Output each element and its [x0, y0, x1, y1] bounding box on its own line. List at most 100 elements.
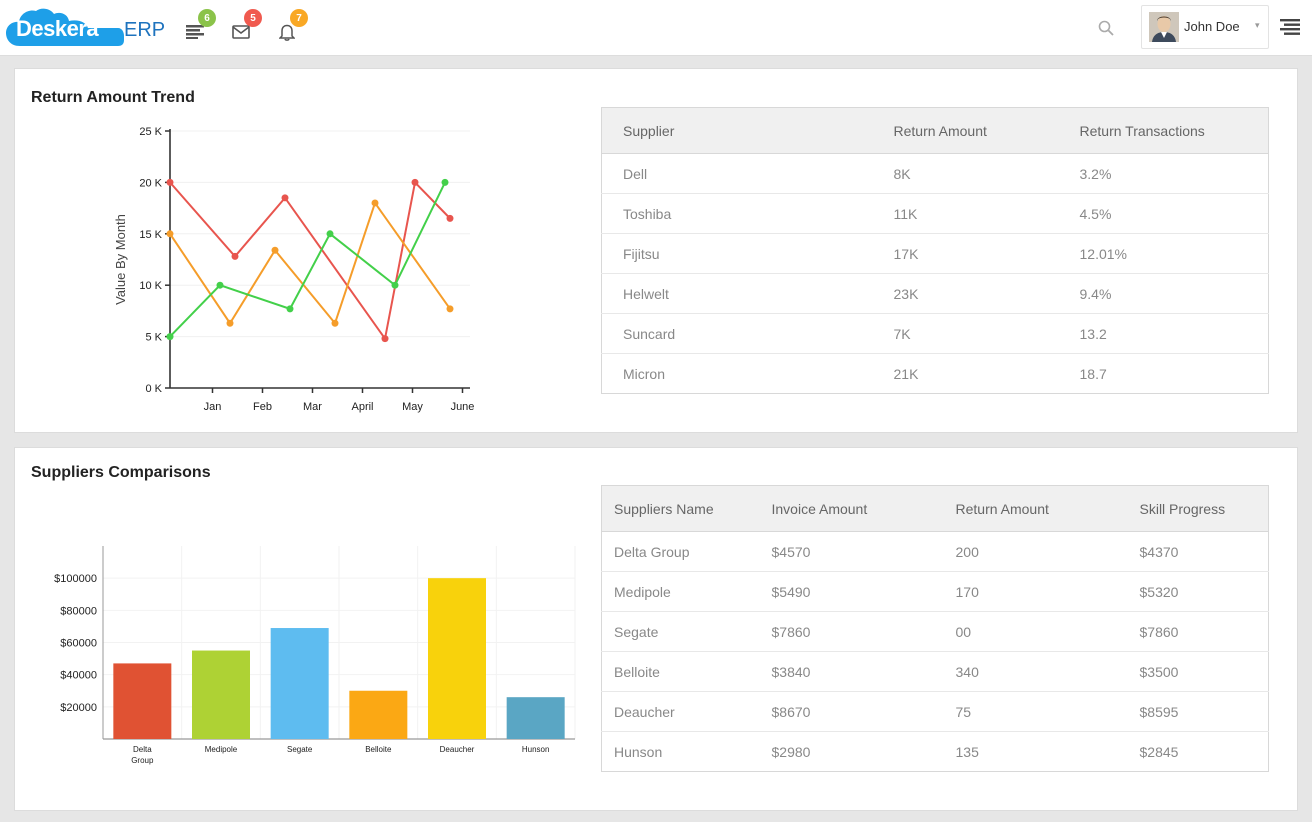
- comp-cell: $5490: [765, 571, 950, 612]
- comp-cell: $5320: [1133, 571, 1269, 612]
- trend-cell: 21K: [893, 365, 919, 382]
- user-menu[interactable]: John Doe ▾: [1141, 5, 1269, 49]
- comp-header-3[interactable]: Skill Progress: [1133, 485, 1269, 532]
- trend-header-1[interactable]: Return Amount: [887, 107, 1074, 154]
- avatar: [1149, 12, 1179, 42]
- trend-cell: Suncard: [601, 313, 888, 354]
- series-line: [169, 180, 451, 342]
- x-tick-label: May: [402, 401, 423, 413]
- trend-cell: 13.2: [1073, 313, 1269, 354]
- trend-cell: Dell: [601, 153, 888, 194]
- table-row[interactable]: Belloite $3840 340 $3500: [601, 651, 1269, 692]
- trend-header-2[interactable]: Return Transactions: [1073, 107, 1269, 154]
- comp-header-0[interactable]: Suppliers Name: [601, 485, 766, 532]
- data-point: [331, 319, 339, 327]
- y-tick-label: $60000: [60, 638, 97, 650]
- data-point: [216, 281, 224, 289]
- comp-cell: 75: [949, 691, 1134, 732]
- series-line: [169, 181, 446, 338]
- data-point: [446, 214, 454, 222]
- x-tick-label: Delta: [133, 745, 152, 754]
- trend-cell: 4.5%: [1073, 193, 1269, 234]
- card-title-return-trend: Return Amount Trend: [31, 89, 195, 106]
- y-tick-label: 25 K: [139, 126, 162, 138]
- x-tick-label: Segate: [287, 745, 313, 754]
- comp-cell: Segate: [601, 611, 766, 652]
- y-tick-label: 15 K: [139, 229, 162, 241]
- deskera-logo[interactable]: Deskera ERP: [6, 6, 170, 50]
- bar: [428, 578, 486, 739]
- y-tick-label: $20000: [60, 702, 97, 714]
- data-point: [391, 281, 399, 289]
- notifications-button[interactable]: 7: [274, 9, 308, 44]
- data-point: [326, 230, 334, 238]
- comp-cell: $3840: [765, 651, 950, 692]
- top-bar: Deskera ERP 6 5 7: [0, 0, 1312, 56]
- table-row[interactable]: Hunson $2980 135 $2845: [602, 732, 1269, 772]
- notifications-badge: 7: [290, 9, 308, 27]
- data-point: [446, 305, 454, 313]
- comp-cell: $4370: [1133, 531, 1269, 572]
- data-point: [166, 230, 174, 238]
- table-row[interactable]: Fijitsu 17K 12.01%: [601, 233, 1269, 274]
- trend-cell: Micron: [623, 365, 666, 382]
- trend-cell: 3.2%: [1073, 153, 1269, 194]
- trend-cell: Toshiba: [601, 193, 888, 234]
- table-row[interactable]: Medipole $5490 170 $5320: [601, 571, 1269, 612]
- table-row[interactable]: Micron 21K 18.7: [602, 354, 1269, 394]
- table-row[interactable]: Dell 8K 3.2%: [601, 153, 1269, 194]
- table-row[interactable]: Deaucher $8670 75 $8595: [601, 691, 1269, 732]
- trend-cell: 8K: [887, 153, 1074, 194]
- search-icon[interactable]: [1097, 19, 1115, 37]
- comp-cell: $4570: [765, 531, 950, 572]
- data-point: [226, 319, 234, 327]
- return-amount-line-chart: 0 K 5 K 10 K 15 K 20 K 25 K Jan Feb Mar April May J…: [113, 126, 474, 413]
- table-row[interactable]: Helwelt 23K 9.4%: [601, 273, 1269, 314]
- table-row[interactable]: Suncard 7K 13.2: [601, 313, 1269, 354]
- comp-header-1[interactable]: Invoice Amount: [765, 485, 950, 532]
- bar: [192, 650, 250, 739]
- data-point: [381, 335, 389, 343]
- logo-erp-text: ERP: [124, 19, 166, 41]
- comp-cell: 135: [955, 743, 979, 760]
- x-tick-label: Feb: [253, 401, 272, 413]
- y-tick-label: $40000: [60, 670, 97, 682]
- x-tick-label: Belloite: [365, 745, 392, 754]
- data-point: [411, 178, 419, 186]
- comp-header-2[interactable]: Return Amount: [949, 485, 1134, 532]
- data-point: [166, 333, 174, 341]
- suppliers-comparison-table: Suppliers Name Invoice Amount Return Amoun…: [601, 485, 1269, 772]
- tasks-button[interactable]: 6: [182, 9, 216, 44]
- x-tick-label: Deaucher: [440, 745, 475, 754]
- series-line: [169, 200, 451, 326]
- comp-cell: $2980: [771, 743, 811, 760]
- chevron-down-icon: ▾: [1255, 20, 1260, 30]
- bar: [270, 628, 329, 739]
- table-row[interactable]: Segate $7860 00 $7860: [601, 611, 1269, 652]
- user-avatar-icon: [1149, 12, 1179, 42]
- data-point: [166, 178, 174, 186]
- data-point: [371, 199, 379, 207]
- logo-brand-text: Deskera: [16, 16, 99, 41]
- suppliers-bar-chart: $20000 $40000 $60000 $80000 $100000 Delta Grou…: [54, 546, 576, 765]
- x-tick-label: Group: [131, 756, 154, 765]
- return-supplier-table: Supplier Return Amount Return Transactions…: [601, 107, 1269, 394]
- y-tick-label: 10 K: [139, 280, 162, 292]
- hamburger-menu-icon[interactable]: [1280, 18, 1300, 36]
- trend-cell: Fijitsu: [601, 233, 888, 274]
- comp-cell: 170: [949, 571, 1134, 612]
- y-tick-label: 0 K: [145, 383, 162, 395]
- comp-cell: 200: [949, 531, 1134, 572]
- data-point: [231, 252, 239, 260]
- trend-header-0[interactable]: Supplier: [601, 107, 888, 154]
- trend-cell: 18.7: [1079, 365, 1107, 382]
- bar: [506, 697, 565, 739]
- comp-cell: $7860: [1133, 611, 1269, 652]
- table-row[interactable]: Delta Group $4570 200 $4370: [601, 531, 1269, 572]
- y-tick-label: 5 K: [145, 332, 162, 344]
- messages-button[interactable]: 5: [228, 9, 262, 44]
- bar: [113, 663, 172, 739]
- suppliers-comparisons-card: Suppliers Comparisons $20000 $40000 $60000…: [14, 447, 1298, 811]
- comp-cell: $3500: [1133, 651, 1269, 692]
- table-row[interactable]: Toshiba 11K 4.5%: [601, 193, 1269, 234]
